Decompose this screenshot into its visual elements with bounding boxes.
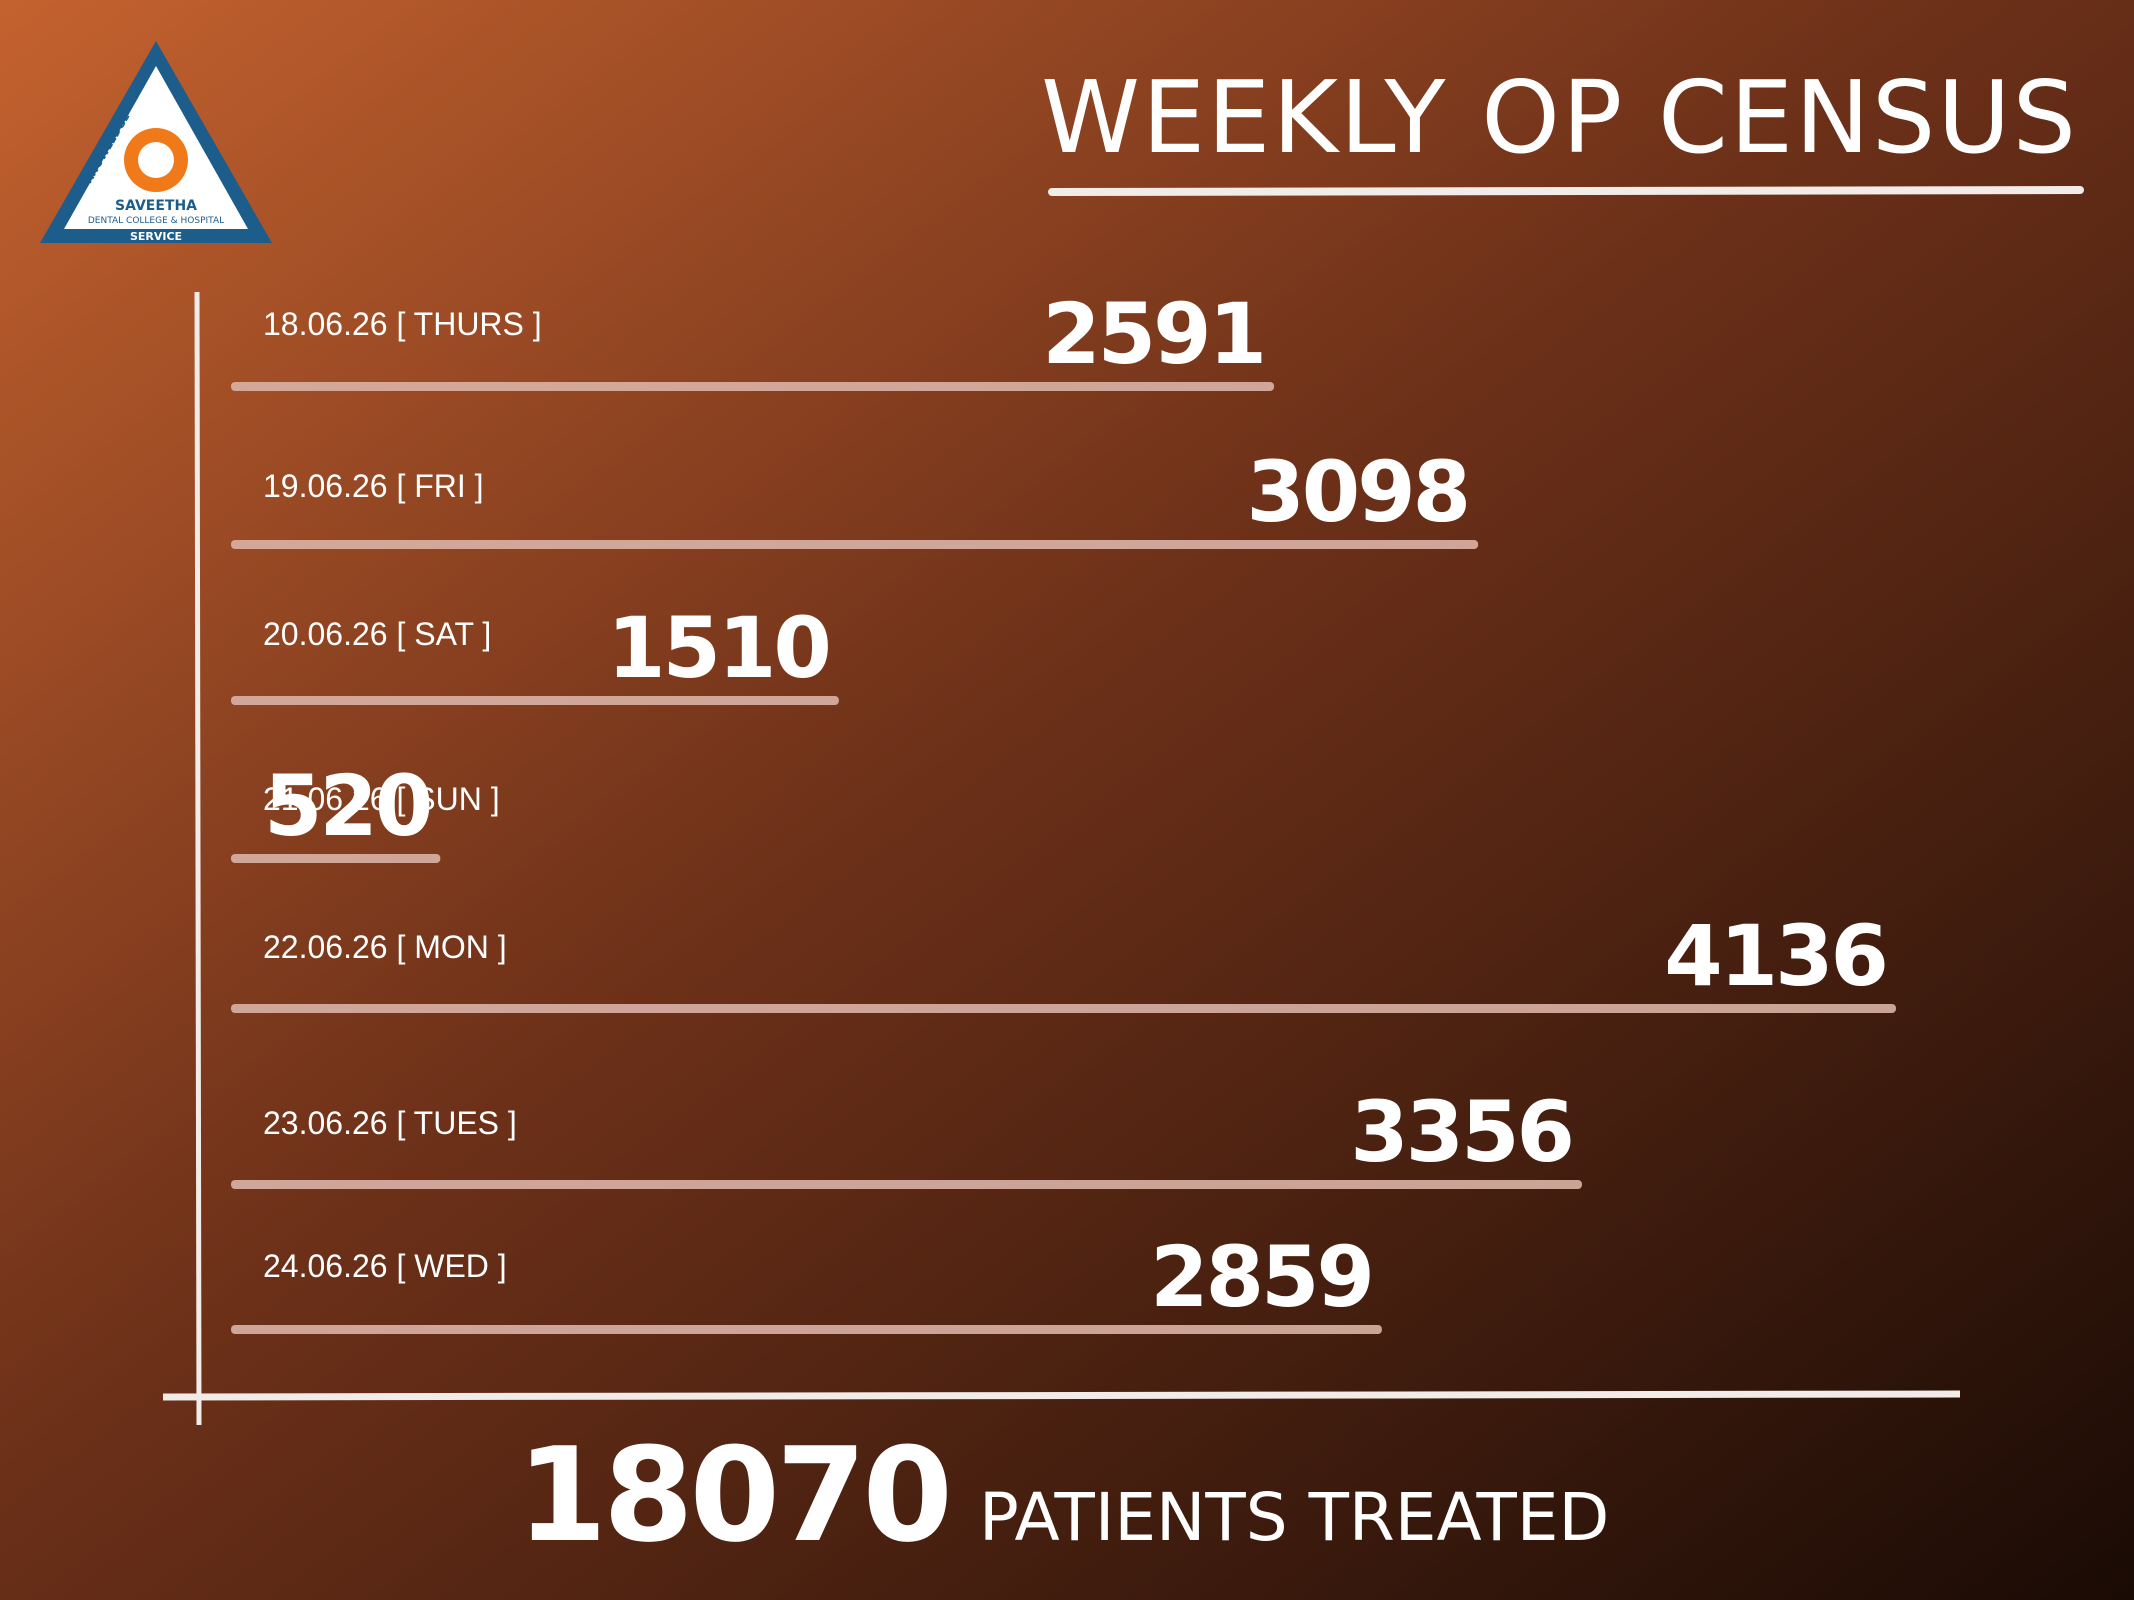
value-label: 2591 [1042,285,1264,383]
value-label: 3098 [1246,443,1468,541]
value-label: 3356 [1350,1083,1572,1181]
axis-line [194,291,202,1426]
logo-text: DENTAL COLLEGE & HOSPITAL [88,216,224,226]
value-label: 1510 [607,599,829,697]
axis-line [162,1390,1961,1401]
value-label: 4136 [1664,907,1886,1005]
bar [231,696,839,705]
bar [231,1004,1896,1013]
chart-title: WEEKLY OP CENSUS [1041,59,2078,176]
value-label: 2859 [1150,1228,1372,1326]
bar [231,854,441,863]
bar [231,1180,1583,1189]
bar [231,540,1479,549]
category-label: 22.06.26 [ MON ] [263,929,507,965]
total: 18070 PATIENTS TREATED [517,1419,1610,1571]
bar [231,382,1275,391]
total-label: PATIENTS TREATED [979,1479,1609,1556]
category-label: 21.06.26 [ SUN ] [263,781,500,817]
total-value: 18070 [517,1419,949,1571]
logo-text: SAVEETHA [115,198,197,214]
logo-text: SERVICE [130,230,182,243]
category-label: 23.06.26 [ TUES ] [263,1105,517,1141]
value-label: 520 [264,757,430,855]
bar [231,1325,1382,1334]
category-label: 19.06.26 [ FRI ] [263,468,484,504]
category-label: 24.06.26 [ WED ] [263,1248,507,1284]
category-label: 20.06.26 [ SAT ] [263,616,491,652]
category-label: 18.06.26 [ THURS ] [263,306,542,342]
title-underline [1048,186,2084,196]
